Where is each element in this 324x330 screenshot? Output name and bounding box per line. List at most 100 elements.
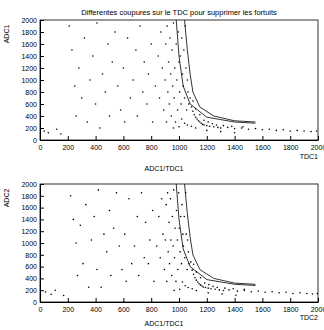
figure: 0200400600800100012001400160018002000 0 20… [0,0,324,330]
point [171,275,173,277]
x-tick: 1800 [283,298,299,313]
x-axis: 0200400600800100012001400160018002000 [39,136,324,151]
point [175,281,177,283]
point [96,22,98,24]
y-tick-label: 800 [25,89,37,96]
point [139,25,141,27]
point [183,216,185,218]
point [223,290,225,292]
point [271,291,273,293]
point [173,97,175,99]
y-tick-mark [40,20,44,21]
point [191,269,193,271]
x-tick-label: 400 [90,144,102,151]
point [167,192,169,194]
x-tick-label: 800 [146,144,158,151]
point [181,204,183,206]
point [165,239,167,241]
point [200,122,202,124]
point [159,257,161,259]
point [155,85,157,87]
y-tick-mark [40,208,44,209]
point [207,292,209,294]
point [196,290,198,292]
x-tick-mark [123,298,124,302]
x-tick: 1200 [200,298,216,313]
point [193,114,195,116]
point [78,67,80,69]
x-tick-label: 400 [90,306,102,313]
y-tick-label: 1800 [21,29,37,36]
point [196,279,198,281]
point [116,192,118,194]
point [63,295,65,297]
y-tick-label: 600 [25,101,37,108]
point [123,67,125,69]
x-tick: 1800 [283,136,299,151]
point [171,115,173,117]
y-tick-mark [40,278,44,279]
point [43,130,45,132]
point [127,37,129,39]
y-tick: 2000 [21,17,44,24]
x-tick: 800 [146,136,158,151]
point [262,129,264,131]
point [143,257,145,259]
point [172,216,174,218]
point [244,289,246,291]
y-tick-mark [40,104,44,105]
point [60,133,62,135]
point [162,67,164,69]
point [124,233,126,235]
point [75,242,77,244]
point [235,294,237,296]
point [95,103,97,105]
y-tick-label: 1600 [21,204,37,211]
point [149,239,151,241]
point [187,79,189,81]
point [106,251,108,253]
x-tick: 1200 [200,136,216,151]
y-tick: 800 [25,89,44,96]
x-tick-label: 0 [39,306,43,313]
y-tick-label: 2000 [21,181,37,188]
point [166,121,168,123]
point [88,286,90,288]
x-tick: 2000 [311,298,324,313]
point [200,284,202,286]
point [92,55,94,57]
point [91,239,93,241]
x-tick: 200 [62,298,74,313]
point [135,49,137,51]
point [107,43,109,45]
y-tick: 0 [33,299,44,306]
point [167,251,169,253]
point [187,91,189,93]
y-axis-title: ADC1 [3,25,10,44]
point [109,210,111,212]
point [189,97,191,99]
point [269,128,271,130]
plot-area [43,20,317,135]
x-tick-mark [68,136,69,140]
point [180,216,182,218]
point [192,100,194,102]
point [124,121,126,123]
point [187,124,189,126]
point [228,289,230,291]
y-tick: 400 [25,275,44,282]
point [137,115,139,117]
point [296,130,298,132]
y-tick-label: 1600 [21,41,37,48]
x-tick-mark [151,136,152,140]
point [77,275,79,277]
point [231,125,233,127]
y-tick-mark [40,140,44,141]
point [125,281,127,283]
point [310,131,312,133]
point [85,204,87,206]
point [174,227,176,229]
y-tick: 2000 [21,181,44,188]
point [278,292,280,294]
point [177,239,179,241]
